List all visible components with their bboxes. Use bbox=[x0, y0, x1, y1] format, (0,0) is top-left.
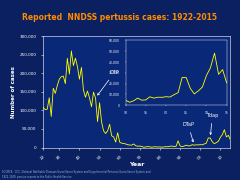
Text: DTaP: DTaP bbox=[182, 122, 194, 142]
Text: Reported  NNDSS pertussis cases: 1922-2015: Reported NNDSS pertussis cases: 1922-201… bbox=[23, 13, 217, 22]
Text: DTP: DTP bbox=[98, 70, 119, 95]
Y-axis label: Number of cases: Number of cases bbox=[12, 66, 17, 118]
Text: Tdap: Tdap bbox=[206, 113, 218, 134]
X-axis label: Year: Year bbox=[129, 163, 144, 167]
Text: SOURCE:  CDC, National Notifiable Diseases Surveillance System and Supplemental : SOURCE: CDC, National Notifiable Disease… bbox=[2, 170, 151, 179]
